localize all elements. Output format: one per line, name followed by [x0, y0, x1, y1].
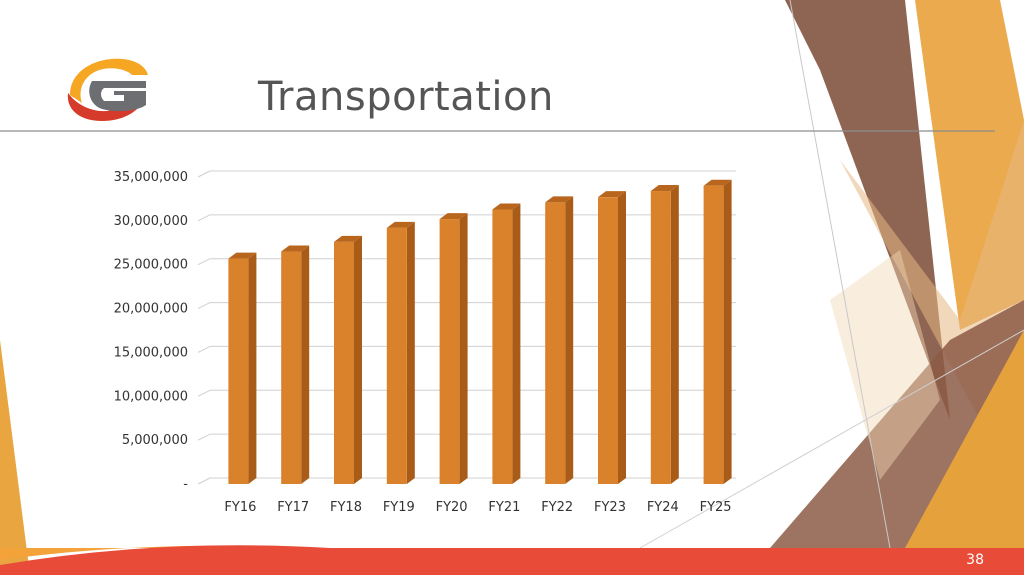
x-tick-label: FY22 — [541, 500, 573, 515]
bar-top — [228, 252, 257, 259]
bar-front — [545, 202, 566, 485]
bar-top — [598, 191, 626, 198]
bar-top — [703, 179, 732, 186]
x-tick-label: FY25 — [700, 500, 732, 515]
bar-fy21 — [492, 203, 521, 484]
gridline-depth — [197, 258, 211, 266]
y-tick-label: - — [183, 477, 188, 492]
bar-top — [281, 245, 310, 252]
bar-side — [248, 252, 257, 484]
gridline-depth — [197, 477, 211, 485]
bar-fy22 — [545, 196, 574, 485]
deco-left-triangle — [0, 340, 30, 575]
y-tick-label: 30,000,000 — [114, 214, 188, 229]
bar-top — [650, 185, 679, 192]
bar-side — [565, 196, 574, 485]
deco-light-tan — [830, 250, 940, 480]
gridline-depth — [197, 389, 211, 397]
bar-front — [439, 219, 460, 485]
chart-bars — [228, 179, 732, 485]
page-number: 38 — [966, 552, 984, 568]
footer-bar — [0, 545, 1024, 575]
bar-top — [386, 221, 415, 228]
deco-line — [639, 329, 1024, 549]
y-tick-label: 5,000,000 — [122, 433, 188, 448]
bar-fy17 — [281, 245, 310, 484]
x-tick-label: FY19 — [383, 500, 415, 515]
company-logo — [67, 58, 148, 121]
x-tick-label: FY18 — [330, 500, 362, 515]
y-tick-label: 35,000,000 — [114, 170, 188, 185]
logo-red-arc — [67, 93, 144, 121]
bar-front — [386, 227, 407, 485]
y-tick-label: 25,000,000 — [114, 258, 188, 273]
bar-fy18 — [334, 235, 362, 484]
bar-fy20 — [439, 213, 468, 485]
slide-title: Transportation — [258, 74, 554, 120]
bar-front — [703, 185, 724, 484]
bar-side — [618, 191, 626, 484]
bar-top — [545, 196, 574, 203]
bar-side — [406, 221, 415, 485]
x-tick-label: FY23 — [594, 500, 626, 515]
bar-front — [281, 251, 302, 484]
bar-fy19 — [386, 221, 415, 485]
deco-line — [789, 0, 891, 549]
bar-side — [301, 245, 310, 484]
bar-side — [459, 213, 468, 485]
gridline-depth — [197, 214, 211, 222]
bar-fy25 — [703, 179, 732, 484]
bar-front — [598, 197, 618, 484]
footer-orange-swoosh — [0, 545, 300, 560]
logo-gray-g — [89, 81, 146, 112]
x-axis-tick-labels: FY16 FY17 FY18 FY19 FY20 FY21 FY22 FY23 FY24 FY25 — [224, 500, 731, 515]
deco-gold-lower — [905, 330, 1024, 548]
bar-side — [723, 179, 732, 484]
bar-front — [650, 191, 671, 484]
y-tick-label: 15,000,000 — [114, 345, 188, 360]
bar-side — [354, 235, 362, 484]
logo-orange-arc — [70, 58, 148, 103]
bar-fy23 — [598, 191, 626, 484]
x-tick-label: FY16 — [224, 500, 256, 515]
bar-side — [512, 203, 521, 484]
deco-brown-shape — [785, 0, 950, 420]
y-tick-label: 10,000,000 — [114, 389, 188, 404]
gridline-depth — [197, 302, 211, 310]
bar-top — [492, 203, 521, 210]
gridline-depth — [197, 170, 211, 178]
bar-fy16 — [228, 252, 257, 484]
x-tick-label: FY21 — [488, 500, 520, 515]
gridline-depth — [197, 433, 211, 441]
x-tick-label: FY24 — [647, 500, 679, 515]
bar-top — [439, 213, 468, 220]
x-tick-label: FY17 — [277, 500, 309, 515]
bar-fy24 — [650, 185, 679, 484]
bar-top — [334, 235, 362, 242]
bar-front — [334, 241, 354, 484]
bar-side — [670, 185, 679, 484]
y-axis-tick-labels: - 5,000,000 10,000,000 15,000,000 20,000,000… — [114, 170, 189, 492]
bar-front — [492, 209, 513, 484]
y-tick-label: 20,000,000 — [114, 302, 188, 317]
x-tick-label: FY20 — [436, 500, 468, 515]
gridline-depth — [197, 345, 211, 353]
bar-front — [228, 258, 249, 484]
